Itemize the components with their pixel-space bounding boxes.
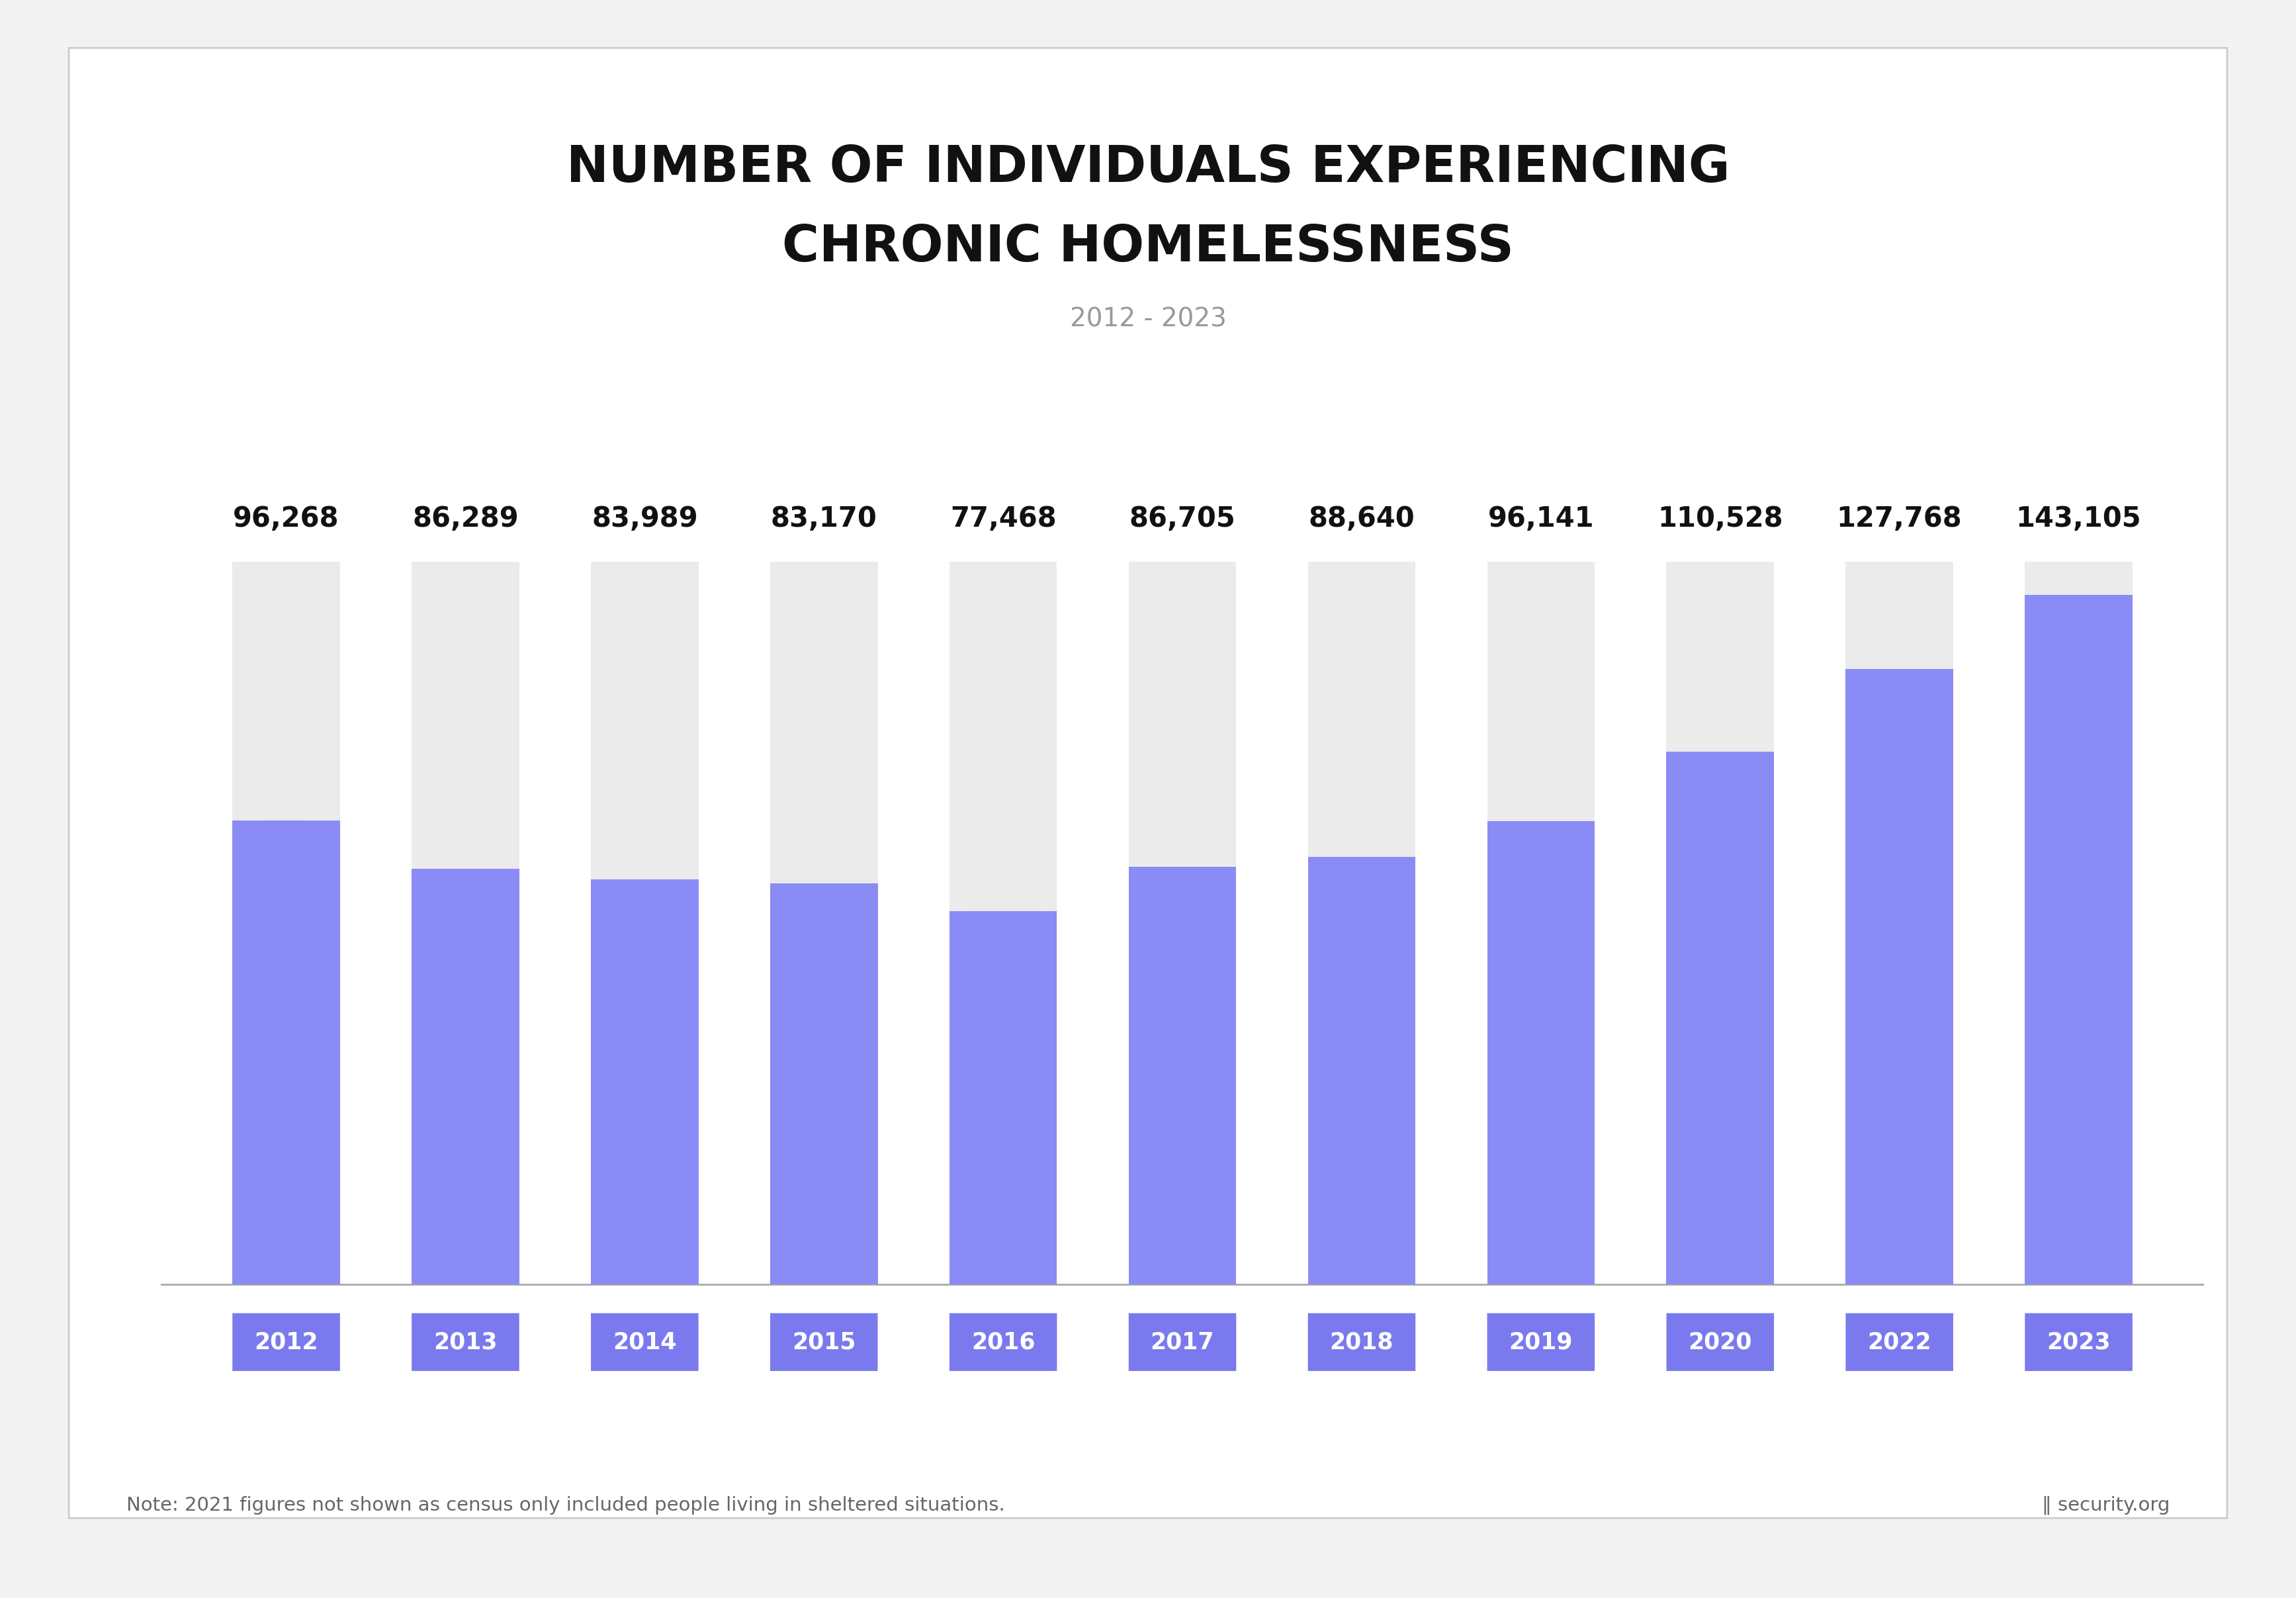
Text: 2012 - 2023: 2012 - 2023	[1070, 307, 1226, 332]
Bar	[2025, 594, 2133, 1285]
Bar	[1309, 857, 1414, 1285]
Bar	[590, 561, 698, 1285]
Text: ‖ security.org: ‖ security.org	[2041, 1496, 2170, 1515]
Text: 2017: 2017	[1150, 1331, 1215, 1354]
Bar	[1488, 821, 1596, 1285]
Text: 2015: 2015	[792, 1331, 856, 1354]
Text: 2014: 2014	[613, 1331, 677, 1354]
FancyBboxPatch shape	[1846, 1314, 1954, 1371]
Bar	[411, 561, 519, 1285]
Text: 2023: 2023	[2046, 1331, 2110, 1354]
Bar	[769, 561, 877, 1285]
Bar	[951, 561, 1056, 1285]
FancyBboxPatch shape	[1667, 1314, 1775, 1371]
Text: 2018: 2018	[1329, 1331, 1394, 1354]
Text: Note: 2021 figures not shown as census only included people living in sheltered : Note: 2021 figures not shown as census o…	[126, 1496, 1006, 1515]
Bar	[1846, 668, 1954, 1285]
Bar	[1130, 561, 1235, 1285]
FancyBboxPatch shape	[590, 1314, 698, 1371]
FancyBboxPatch shape	[1309, 1314, 1414, 1371]
Bar	[2025, 561, 2133, 1285]
Text: 86,289: 86,289	[413, 505, 519, 532]
Text: 110,528: 110,528	[1658, 505, 1784, 532]
Bar	[1488, 561, 1596, 1285]
Text: CHRONIC HOMELESSNESS: CHRONIC HOMELESSNESS	[783, 224, 1513, 272]
Text: 143,105: 143,105	[2016, 505, 2142, 532]
Bar	[769, 884, 877, 1285]
Text: 2019: 2019	[1508, 1331, 1573, 1354]
Text: 2022: 2022	[1867, 1331, 1931, 1354]
Text: 127,768: 127,768	[1837, 505, 1963, 532]
FancyBboxPatch shape	[2025, 1314, 2133, 1371]
Bar	[232, 561, 340, 1285]
Text: 77,468: 77,468	[951, 505, 1056, 532]
Text: 2012: 2012	[255, 1331, 319, 1354]
Text: 88,640: 88,640	[1309, 505, 1414, 532]
FancyBboxPatch shape	[769, 1314, 877, 1371]
FancyBboxPatch shape	[951, 1314, 1056, 1371]
FancyBboxPatch shape	[411, 1314, 519, 1371]
Bar	[1667, 561, 1775, 1285]
Bar	[1846, 561, 1954, 1285]
Bar	[1130, 866, 1235, 1285]
Bar	[1667, 751, 1775, 1285]
Text: 2013: 2013	[434, 1331, 498, 1354]
Text: 86,705: 86,705	[1130, 505, 1235, 532]
Text: 83,170: 83,170	[771, 505, 877, 532]
FancyBboxPatch shape	[232, 1314, 340, 1371]
Text: 96,141: 96,141	[1488, 505, 1593, 532]
FancyBboxPatch shape	[69, 48, 2227, 1518]
Bar	[590, 879, 698, 1285]
Text: 83,989: 83,989	[592, 505, 698, 532]
Bar	[1309, 561, 1414, 1285]
Bar	[951, 911, 1056, 1285]
FancyBboxPatch shape	[1130, 1314, 1235, 1371]
Bar	[232, 820, 340, 1285]
Bar	[411, 869, 519, 1285]
Text: 2016: 2016	[971, 1331, 1035, 1354]
Text: 96,268: 96,268	[234, 505, 340, 532]
Text: 2020: 2020	[1688, 1331, 1752, 1354]
FancyBboxPatch shape	[1488, 1314, 1596, 1371]
Text: NUMBER OF INDIVIDUALS EXPERIENCING: NUMBER OF INDIVIDUALS EXPERIENCING	[567, 144, 1729, 192]
